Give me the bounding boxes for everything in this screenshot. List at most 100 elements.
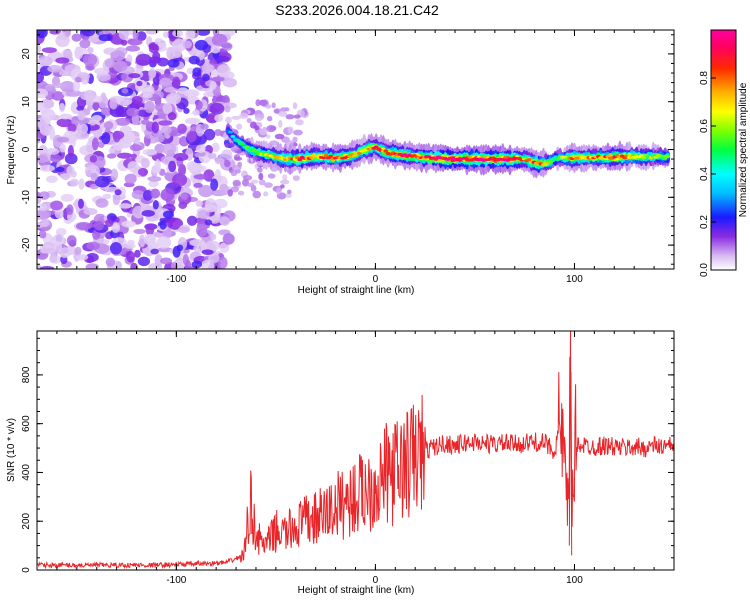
heatmap-cell xyxy=(207,152,217,159)
heatmap-cell xyxy=(168,160,177,173)
heatmap-cell xyxy=(104,219,114,227)
heatmap-cell xyxy=(266,125,276,133)
heatmap-cell xyxy=(142,93,153,99)
heatmap-cell xyxy=(258,179,266,186)
heatmap-cell xyxy=(274,133,285,140)
heatmap-cell xyxy=(152,199,159,210)
heatmap-cell xyxy=(265,104,272,109)
heatmap-cell xyxy=(131,95,143,104)
heatmap-cell xyxy=(39,122,51,136)
heatmap-cell xyxy=(186,118,199,124)
heatmap-cell xyxy=(285,140,295,147)
heatmap-cell xyxy=(104,58,116,68)
heatmap-cell xyxy=(192,109,200,116)
heatmap-cell xyxy=(293,129,303,136)
heatmap-cell xyxy=(292,175,300,181)
heatmap-cell xyxy=(214,114,224,122)
heatmap-cell xyxy=(202,73,210,82)
heatmap-cell xyxy=(46,175,58,183)
heatmap-cell xyxy=(137,167,149,177)
heatmap-cell xyxy=(142,148,158,156)
y-tick-label: 0 xyxy=(21,567,32,573)
heatmap-cell xyxy=(50,82,67,88)
heatmap-cell xyxy=(203,128,216,141)
heatmap-cell xyxy=(282,174,288,181)
heatmap-cell xyxy=(287,126,294,135)
heatmap-cell xyxy=(665,154,671,159)
heatmap-cell xyxy=(258,172,264,181)
heatmap-cell xyxy=(93,220,105,231)
heatmap-cell xyxy=(64,30,71,38)
heatmap-cell xyxy=(144,100,155,114)
heatmap-cell xyxy=(141,209,155,217)
heatmap-cell xyxy=(182,40,193,49)
heatmap-cell xyxy=(186,215,198,226)
heatmap-cell xyxy=(234,156,243,161)
heatmap-cell xyxy=(128,73,141,79)
heatmap-cell xyxy=(103,121,114,130)
heatmap-cell xyxy=(115,106,130,118)
heatmap-cell xyxy=(222,42,233,51)
heatmap-cell xyxy=(162,31,170,39)
heatmap-cell xyxy=(230,169,238,177)
y-tick-label: -20 xyxy=(21,237,32,252)
heatmap-cell xyxy=(80,48,89,55)
heatmap-cell xyxy=(172,47,182,58)
spectrogram-x-label: Height of straight line (km) xyxy=(298,285,415,296)
heatmap-cell xyxy=(180,192,189,201)
snr-y-label: SNR (10 * v/v) xyxy=(6,418,17,482)
heatmap-cell xyxy=(230,186,239,193)
heatmap-cell xyxy=(74,246,82,256)
heatmap-cell xyxy=(224,159,231,168)
heatmap-cell xyxy=(235,138,241,143)
heatmap-cell xyxy=(66,235,77,246)
colorbar-ticks: 0.0 0.2 0.4 0.6 0.8 xyxy=(699,71,716,277)
heatmap-cell xyxy=(37,264,42,269)
heatmap-cell xyxy=(323,153,329,158)
heatmap-cell xyxy=(37,191,41,198)
heatmap-cell xyxy=(106,153,117,159)
heatmap-cell xyxy=(172,173,188,187)
heatmap-cell xyxy=(167,58,180,68)
heatmap-cell xyxy=(42,248,57,254)
heatmap-cell xyxy=(285,192,292,198)
y-tick-label: 200 xyxy=(21,512,32,529)
heatmap-cell xyxy=(219,242,230,253)
heatmap-cell xyxy=(247,182,255,188)
heatmap-cell xyxy=(39,164,56,172)
heatmap-cell xyxy=(192,67,202,77)
heatmap-cell xyxy=(75,254,89,261)
colorbar-tick-label: 0.8 xyxy=(699,71,710,85)
heatmap-cell xyxy=(275,187,282,195)
heatmap-cell xyxy=(210,233,217,241)
heatmap-cell xyxy=(91,114,102,122)
colorbar: 0.0 0.2 0.4 0.6 0.8 Normalized spectral ampl… xyxy=(699,29,749,277)
heatmap-cell xyxy=(91,137,99,151)
heatmap-cell xyxy=(183,107,190,114)
heatmap-cell xyxy=(50,154,62,163)
heatmap-cell xyxy=(328,154,334,158)
heatmap-cell xyxy=(134,249,141,258)
heatmap-cell xyxy=(45,148,60,155)
heatmap-cell xyxy=(71,33,82,42)
x-tick-label: 100 xyxy=(566,575,583,586)
colorbar-gradient xyxy=(710,29,737,271)
heatmap-cell xyxy=(158,120,173,126)
heatmap-cell xyxy=(135,53,152,66)
heatmap-cell xyxy=(140,157,150,169)
y-tick-label: 800 xyxy=(21,366,32,383)
heatmap-cell xyxy=(69,178,79,187)
heatmap-cell xyxy=(55,166,65,173)
heatmap-cell xyxy=(58,70,74,77)
heatmap-cell xyxy=(100,92,107,104)
heatmap-cell xyxy=(150,188,161,199)
heatmap-cell xyxy=(66,204,74,216)
colorbar-tick-label: 0.2 xyxy=(699,215,710,229)
heatmap-cell xyxy=(156,236,172,249)
heatmap-cell xyxy=(266,115,273,122)
heatmap-cell xyxy=(121,88,129,94)
heatmap-cell xyxy=(200,123,209,130)
heatmap-cell xyxy=(126,107,140,117)
heatmap-cell xyxy=(87,46,94,54)
